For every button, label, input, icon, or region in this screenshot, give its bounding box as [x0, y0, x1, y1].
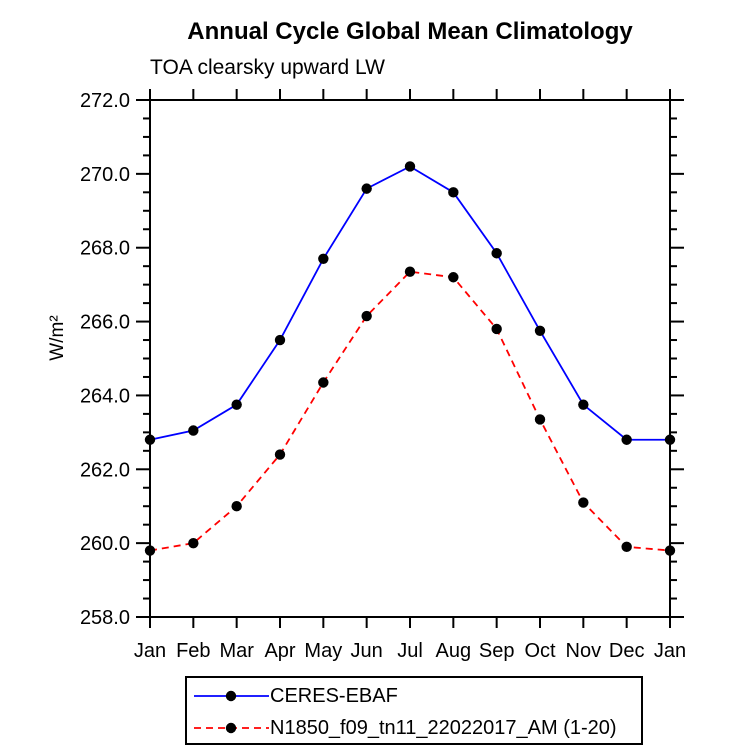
data-point-marker: [621, 541, 632, 553]
chart-title: Annual Cycle Global Mean Climatology: [187, 18, 633, 45]
legend-line-sample-solid-blue: [194, 690, 269, 702]
x-tick-label: May: [304, 640, 342, 662]
x-tick-label: Nov: [566, 640, 602, 662]
data-point-marker: [231, 501, 242, 512]
y-tick-label: 270.0: [80, 164, 130, 186]
y-tick-label: 266.0: [80, 312, 130, 334]
data-point-marker: [144, 434, 156, 445]
data-point-marker: [448, 187, 459, 198]
legend-label: CERES-EBAF: [270, 684, 398, 707]
data-point-marker: [534, 325, 546, 337]
y-tick-label: 260.0: [80, 533, 130, 555]
data-point-marker: [534, 414, 546, 425]
data-point-marker: [578, 399, 589, 410]
legend-label: N1850_f09_tn11_22022017_AM (1-20): [270, 716, 617, 739]
legend-entry-n1850: N1850_f09_tn11_22022017_AM (1-20): [193, 712, 641, 744]
data-point-marker: [318, 253, 329, 264]
x-tick-label: Oct: [524, 640, 556, 662]
data-point-marker: [361, 310, 372, 322]
x-tick-label: Jan: [134, 640, 166, 662]
x-tick-label: Apr: [264, 640, 295, 662]
data-point-marker: [318, 377, 329, 388]
data-point-marker: [664, 434, 676, 445]
data-point-marker: [578, 497, 589, 508]
x-tick-label: Jul: [397, 640, 423, 662]
data-point-marker: [664, 545, 676, 556]
data-point-marker: [404, 161, 416, 172]
y-tick-label: 262.0: [80, 459, 130, 481]
x-tick-label: Jun: [351, 640, 383, 662]
x-tick-label: Feb: [176, 640, 210, 662]
chart-subtitle: TOA clearsky upward LW: [150, 56, 385, 79]
series-line: [149, 165, 670, 441]
y-tick-label: 258.0: [80, 607, 130, 629]
data-point-marker: [188, 425, 199, 436]
data-point-marker: [144, 545, 156, 556]
plot-frame: [149, 99, 671, 618]
data-point-marker: [274, 334, 286, 346]
legend: CERES-EBAF N1850_f09_tn11_22022017_AM (1…: [185, 676, 643, 745]
x-tick-label: Aug: [436, 640, 472, 662]
x-tick-label: Sep: [479, 640, 515, 662]
data-point-marker: [231, 399, 242, 410]
x-tick-label: Mar: [219, 640, 254, 662]
y-tick-label: 268.0: [80, 238, 130, 260]
data-point-marker: [188, 537, 199, 549]
y-tick-label: 272.0: [80, 90, 130, 112]
legend-sample-marker-icon: [225, 722, 237, 734]
data-point-marker: [621, 434, 632, 445]
data-point-marker: [491, 248, 502, 259]
data-point-marker: [491, 323, 502, 335]
legend-entry-ceres-ebaf: CERES-EBAF: [193, 680, 641, 712]
data-point-marker: [361, 183, 372, 194]
data-point-marker: [404, 266, 416, 277]
legend-line-sample-dashed-red: [194, 722, 269, 734]
legend-sample-marker-icon: [225, 690, 237, 702]
y-tick-label: 264.0: [80, 385, 130, 407]
x-tick-label: Dec: [609, 640, 645, 662]
data-point-marker: [448, 272, 459, 283]
x-tick-label: Jan: [654, 640, 686, 662]
data-point-marker: [274, 449, 286, 460]
